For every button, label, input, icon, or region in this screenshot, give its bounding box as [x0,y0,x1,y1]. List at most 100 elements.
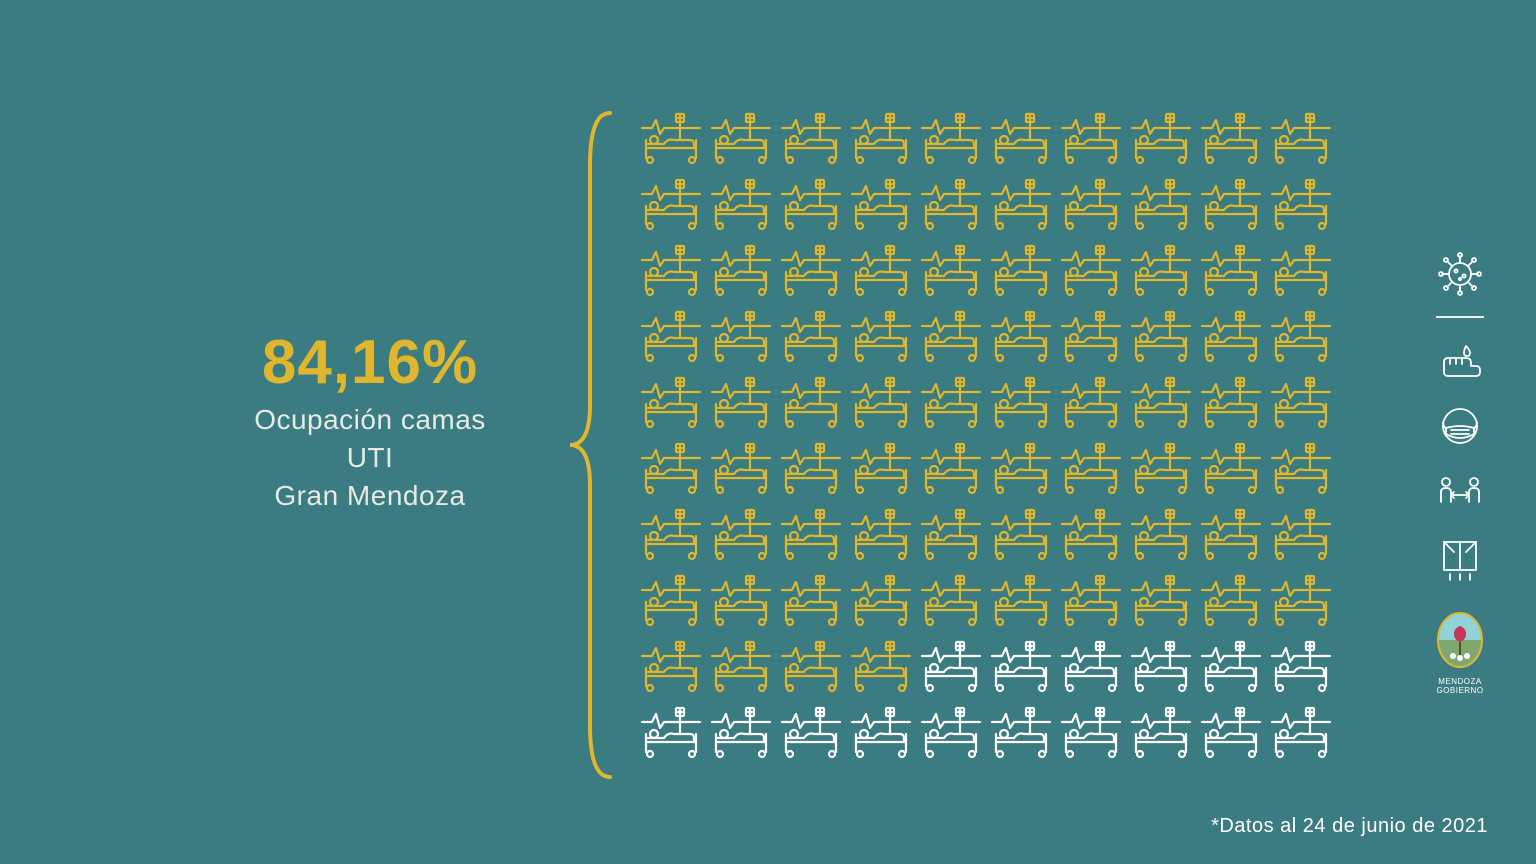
bed-icon-occupied [710,638,772,696]
percent-value: 84,16% [170,330,570,395]
hand-wash-icon [1436,336,1484,384]
bed-icon-occupied [780,440,842,498]
bed-icon-occupied [850,638,912,696]
curly-brace [560,105,620,785]
window-ventilate-icon [1436,534,1484,582]
bed-icon-occupied [1060,308,1122,366]
bed-icon-occupied [920,242,982,300]
bed-icon-empty [640,704,702,762]
bed-icon-occupied [1200,506,1262,564]
bed-icon-occupied [990,242,1052,300]
bed-icon-occupied [1060,242,1122,300]
bed-icon-occupied [1270,374,1332,432]
bed-icon-occupied [920,176,982,234]
bed-icon-occupied [990,176,1052,234]
bed-icon-occupied [1200,572,1262,630]
bed-icon-occupied [990,308,1052,366]
bed-icon-occupied [1060,572,1122,630]
bed-icon-occupied [920,572,982,630]
bed-icon-occupied [850,308,912,366]
bed-icon-occupied [990,110,1052,168]
bed-icon-occupied [640,440,702,498]
bed-icon-occupied [990,374,1052,432]
bed-icon-occupied [850,506,912,564]
bed-icon-occupied [920,506,982,564]
bed-icon-occupied [710,506,772,564]
bed-icon-occupied [710,374,772,432]
sidebar: MENDOZA GOBIERNO [1428,250,1492,696]
bed-pictogram-grid [640,110,1332,762]
bed-icon-occupied [850,110,912,168]
bed-icon-occupied [780,176,842,234]
bed-icon-occupied [1270,242,1332,300]
bed-icon-empty [1130,638,1192,696]
shield-icon [1433,610,1487,674]
bed-icon-occupied [1130,506,1192,564]
bed-icon-empty [920,638,982,696]
virus-icon [1436,250,1484,298]
bed-icon-empty [1270,638,1332,696]
bed-icon-occupied [640,638,702,696]
bed-icon-occupied [780,374,842,432]
bed-icon-empty [1200,704,1262,762]
bed-icon-empty [920,704,982,762]
bed-icon-occupied [710,110,772,168]
bed-icon-occupied [640,572,702,630]
bed-icon-empty [1130,704,1192,762]
bed-icon-occupied [920,374,982,432]
headline-line-2: UTI [347,442,394,473]
bed-icon-occupied [710,308,772,366]
bed-icon-occupied [1200,308,1262,366]
gov-logo-label: MENDOZA GOBIERNO [1436,678,1483,696]
bed-icon-occupied [850,572,912,630]
bed-icon-occupied [1130,374,1192,432]
bed-icon-occupied [780,506,842,564]
bed-icon-occupied [710,176,772,234]
bed-icon-occupied [850,374,912,432]
bed-icon-occupied [1270,176,1332,234]
bed-icon-occupied [640,242,702,300]
bed-icon-occupied [640,110,702,168]
gov-logo: MENDOZA GOBIERNO [1430,610,1490,696]
bed-icon-empty [990,638,1052,696]
bed-icon-occupied [920,110,982,168]
headline-line-3: Gran Mendoza [274,480,465,511]
bed-icon-occupied [1130,110,1192,168]
stage: 84,16% Ocupación camas UTI Gran Mendoza [0,0,1536,864]
bed-icon-occupied [1200,110,1262,168]
bed-icon-occupied [850,440,912,498]
bed-icon-occupied [640,506,702,564]
headline-sub: Ocupación camas UTI Gran Mendoza [170,401,570,514]
bed-icon-occupied [780,638,842,696]
bed-icon-occupied [640,308,702,366]
footnote: *Datos al 24 de junio de 2021 [1211,815,1488,838]
bed-icon-occupied [640,176,702,234]
bed-icon-occupied [1060,440,1122,498]
bed-icon-occupied [710,572,772,630]
bed-icon-occupied [780,110,842,168]
bed-icon-occupied [920,308,982,366]
headline-block: 84,16% Ocupación camas UTI Gran Mendoza [170,330,570,514]
mask-icon [1436,402,1484,450]
bed-icon-occupied [1200,440,1262,498]
bed-icon-occupied [1060,176,1122,234]
bed-icon-occupied [920,440,982,498]
bed-icon-occupied [780,572,842,630]
bed-icon-occupied [1270,506,1332,564]
bed-icon-occupied [1270,110,1332,168]
bed-icon-occupied [1270,308,1332,366]
bed-icon-occupied [1200,242,1262,300]
bed-icon-occupied [710,440,772,498]
bed-icon-occupied [710,242,772,300]
bed-icon-empty [710,704,772,762]
bed-icon-occupied [1270,440,1332,498]
bed-icon-occupied [850,242,912,300]
bed-icon-empty [1060,638,1122,696]
bed-icon-occupied [1060,110,1122,168]
bed-icon-empty [990,704,1052,762]
bed-icon-empty [1200,638,1262,696]
bed-icon-empty [780,704,842,762]
sidebar-separator [1436,316,1484,318]
bed-icon-occupied [1130,440,1192,498]
bed-icon-occupied [1060,506,1122,564]
